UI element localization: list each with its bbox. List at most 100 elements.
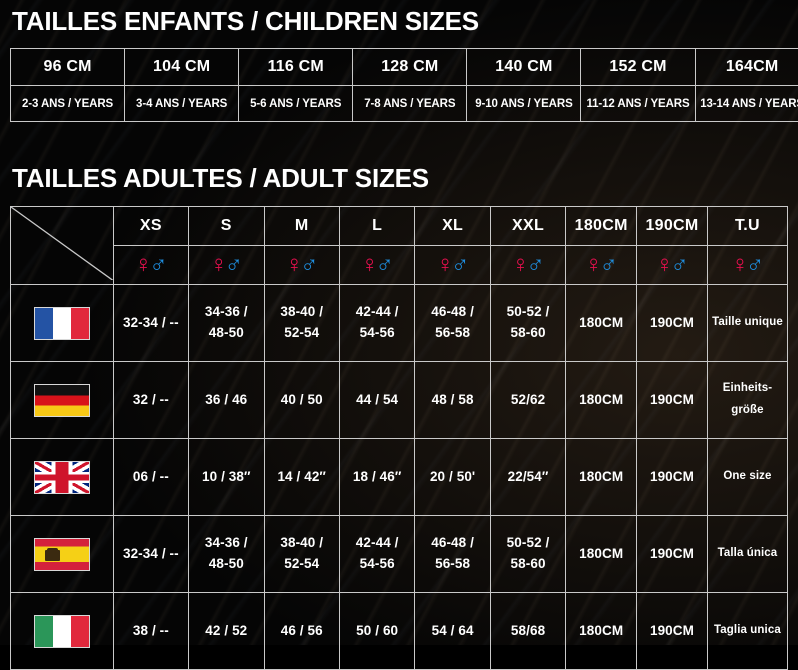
children-size-cell: 128 CM (353, 49, 467, 86)
size-value-cell: 190CM (637, 362, 708, 439)
flag-icon-united-kingdom (34, 461, 90, 494)
children-size-cell: 104 CM (125, 49, 239, 86)
gender-symbol-pair: ♀♂ (436, 253, 469, 277)
flag-icon-germany (34, 384, 90, 417)
gender-symbol-pair: ♀♂ (731, 253, 764, 277)
size-value-line: 54 / 64 (416, 621, 488, 642)
size-value-line: 58-60 (492, 554, 564, 575)
gender-symbols-cell: ♀♂ (566, 246, 637, 285)
size-value-line: Taglia unica (709, 620, 786, 642)
size-value-line: 36 / 46 (190, 390, 262, 411)
size-value-cell: 50 / 60 (339, 593, 414, 670)
size-value-cell: 38-40 /52-54 (264, 285, 339, 362)
size-value-cell: 32-34 / -- (113, 516, 188, 593)
size-value-line: 10 / 38″ (190, 467, 262, 488)
size-value-line: 32-34 / -- (115, 544, 187, 565)
size-value-line: 46 / 56 (266, 621, 338, 642)
male-icon: ♂ (300, 251, 318, 278)
size-value-line: 38-40 / (266, 533, 338, 554)
size-value-cell: 38-40 /52-54 (264, 516, 339, 593)
size-value-line: 190CM (638, 544, 706, 565)
children-size-cell: 164CM (695, 49, 798, 86)
size-value-line: 32-34 / -- (115, 313, 187, 334)
gender-symbols-cell: ♀♂ (189, 246, 264, 285)
country-flag-cell (11, 593, 114, 670)
children-size-cell: 152 CM (581, 49, 695, 86)
gender-symbol-pair: ♀♂ (134, 253, 167, 277)
adult-size-header-190cm: 190CM (637, 207, 708, 246)
children-age-cell: 11-12 ANS / YEARS (581, 86, 695, 122)
male-icon: ♂ (670, 251, 688, 278)
size-value-line: 06 / -- (115, 467, 187, 488)
size-value-cell: 20 / 50' (415, 439, 490, 516)
size-value-line: 190CM (638, 313, 706, 334)
size-value-cell: Taille unique (707, 285, 787, 362)
size-value-line: 42 / 52 (190, 621, 262, 642)
flag-icon-spain (34, 538, 90, 571)
size-value-cell: 14 / 42″ (264, 439, 339, 516)
size-value-cell: One size (707, 439, 787, 516)
size-value-cell: 06 / -- (113, 439, 188, 516)
size-value-cell: 190CM (637, 439, 708, 516)
diagonal-slash-icon (11, 207, 113, 280)
size-value-cell: 180CM (566, 593, 637, 670)
size-value-cell: 50-52 /58-60 (490, 516, 565, 593)
size-value-line: 38 / -- (115, 621, 187, 642)
size-value-line: 190CM (638, 621, 706, 642)
size-value-line: 14 / 42″ (266, 467, 338, 488)
adult-sizes-title: TAILLES ADULTES / ADULT SIZES (12, 163, 429, 194)
size-value-cell: 180CM (566, 285, 637, 362)
size-value-line: 44 / 54 (341, 390, 413, 411)
gender-symbol-pair: ♀♂ (361, 253, 394, 277)
children-age-cell: 7-8 ANS / YEARS (353, 86, 467, 122)
size-value-line: 20 / 50' (416, 467, 488, 488)
adult-size-header-l: L (339, 207, 414, 246)
size-value-line: 40 / 50 (266, 390, 338, 411)
gender-symbols-cell: ♀♂ (339, 246, 414, 285)
adult-size-header-xs: XS (113, 207, 188, 246)
children-size-cell: 96 CM (11, 49, 125, 86)
children-sizes-title: TAILLES ENFANTS / CHILDREN SIZES (12, 6, 479, 37)
size-value-cell: 180CM (566, 362, 637, 439)
spain-crest-icon (47, 548, 58, 561)
size-value-line: 56-58 (416, 554, 488, 575)
size-value-cell: 46-48 /56-58 (415, 516, 490, 593)
size-value-cell: 46-48 /56-58 (415, 285, 490, 362)
size-value-cell: Taglia unica (707, 593, 787, 670)
adult-size-header-m: M (264, 207, 339, 246)
adult-size-header-xxl: XXL (490, 207, 565, 246)
size-value-cell: Talla única (707, 516, 787, 593)
size-value-cell: 18 / 46″ (339, 439, 414, 516)
size-value-line: 180CM (567, 313, 635, 334)
size-value-line: 48-50 (190, 323, 262, 344)
gender-symbols-cell: ♀♂ (490, 246, 565, 285)
size-value-line: 42-44 / (341, 302, 413, 323)
size-value-line: 52-54 (266, 323, 338, 344)
size-value-cell: 190CM (637, 285, 708, 362)
size-value-line: 42-44 / (341, 533, 413, 554)
size-value-cell: 58/68 (490, 593, 565, 670)
size-value-cell: 10 / 38″ (189, 439, 264, 516)
size-value-line: 48 / 58 (416, 390, 488, 411)
male-icon: ♂ (746, 251, 764, 278)
size-value-line: 18 / 46″ (341, 467, 413, 488)
size-value-line: 50 / 60 (341, 621, 413, 642)
children-size-cell: 140 CM (467, 49, 581, 86)
size-value-line: 32 / -- (115, 390, 187, 411)
flag-icon-italy (34, 615, 90, 648)
country-flag-cell (11, 362, 114, 439)
children-age-cell: 2-3 ANS / YEARS (11, 86, 125, 122)
size-value-line: 22/54″ (492, 467, 564, 488)
size-value-line: 34-36 / (190, 533, 262, 554)
gender-symbols-cell: ♀♂ (113, 246, 188, 285)
size-value-line: 180CM (567, 544, 635, 565)
size-value-line: 34-36 / (190, 302, 262, 323)
